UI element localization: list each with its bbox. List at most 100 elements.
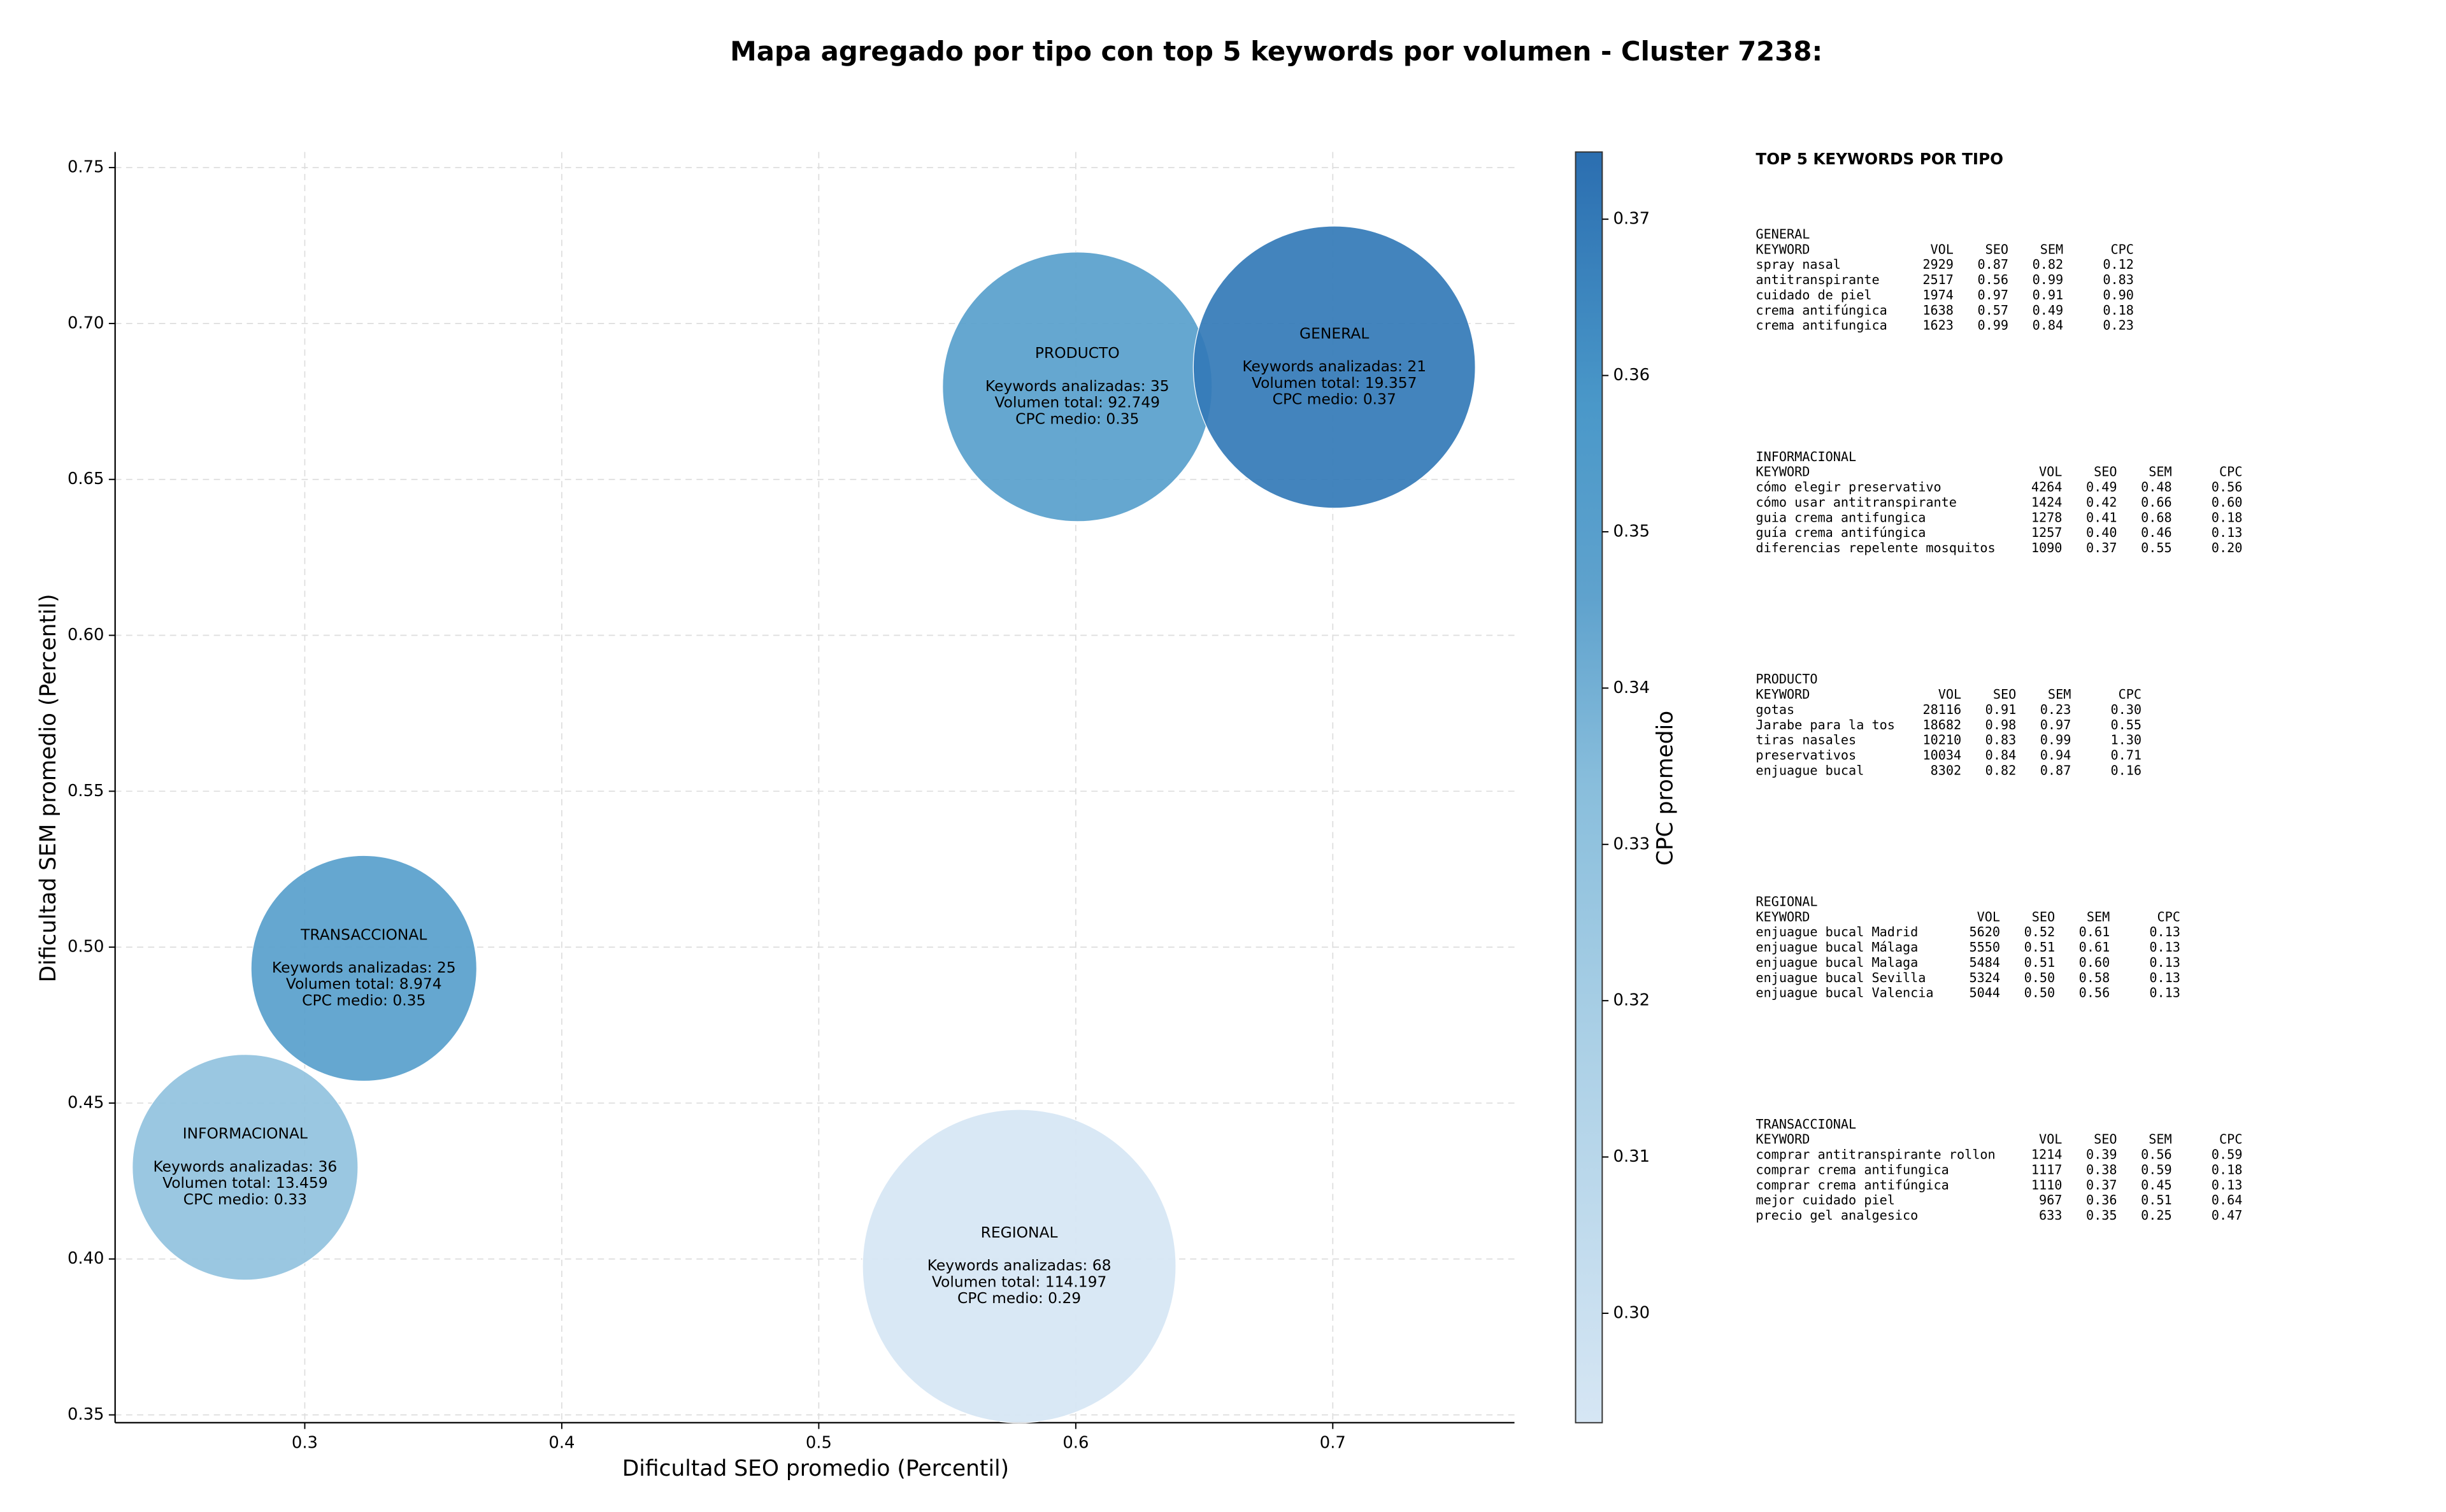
- colorbar-tick-label: 0.37: [1613, 210, 1650, 229]
- table-header: SEO: [1985, 241, 2008, 257]
- table-cell: 5620: [1969, 924, 2000, 939]
- table-cell: guía crema antifúngica: [1756, 525, 1926, 540]
- table-cell: 0.68: [2141, 510, 2172, 525]
- table-cell: comprar antitranspirante rollon: [1756, 1147, 1995, 1162]
- table-cell: tiras nasales: [1756, 732, 1856, 748]
- bubble-text: Keywords analizadas: 35: [985, 377, 1169, 395]
- table-cell: 0.51: [2024, 939, 2056, 955]
- group-name: INFORMACIONAL: [1756, 449, 1856, 464]
- table-cell: 0.18: [2103, 303, 2134, 318]
- bubble-text: Volumen total: 92.749: [995, 394, 1161, 411]
- table-header: VOL: [2039, 464, 2062, 480]
- table-cell: 1424: [2031, 494, 2063, 510]
- table-cell: enjuague bucal Málaga: [1756, 939, 1918, 955]
- table-cell: 5550: [1969, 939, 2000, 955]
- table-cell: 0.94: [2040, 748, 2071, 763]
- table-cell: comprar crema antifungica: [1756, 1162, 1949, 1177]
- table-cell: enjuague bucal Malaga: [1756, 955, 1918, 970]
- table-cell: enjuague bucal: [1756, 762, 1864, 778]
- table-cell: spray nasal: [1756, 257, 1841, 272]
- table-cell: 0.99: [2040, 732, 2071, 748]
- table-header: CPC: [2219, 464, 2242, 480]
- table-cell: 0.40: [2086, 525, 2117, 540]
- table-cell: 0.13: [2212, 1177, 2243, 1192]
- table-cell: 0.91: [2033, 287, 2064, 303]
- table-cell: precio gel analgesico: [1756, 1208, 1918, 1223]
- table-header: KEYWORD: [1756, 241, 1810, 257]
- table-cell: 0.97: [1978, 287, 2009, 303]
- table-cell: 0.13: [2149, 924, 2180, 939]
- table-cell: 0.61: [2079, 924, 2110, 939]
- table-cell: 1623: [1922, 318, 1954, 333]
- table-cell: cómo usar antitranspirante: [1756, 494, 1957, 510]
- colorbar-tick-label: 0.33: [1613, 834, 1650, 853]
- table-cell: 0.60: [2212, 494, 2243, 510]
- table-header: VOL: [1977, 909, 2000, 924]
- table-cell: 8302: [1931, 762, 1962, 778]
- table-cell: 0.56: [2079, 985, 2110, 1001]
- table-header: KEYWORD: [1756, 1132, 1810, 1147]
- table-cell: 2517: [1922, 272, 1954, 287]
- x-tick-label: 0.3: [292, 1433, 318, 1452]
- table-header: KEYWORD: [1756, 687, 1810, 702]
- table-cell: 1974: [1922, 287, 1954, 303]
- bubble: [862, 1109, 1177, 1423]
- table-cell: 0.18: [2212, 510, 2243, 525]
- y-tick-label: 0.35: [68, 1405, 104, 1424]
- table-cell: 967: [2039, 1192, 2062, 1208]
- table-cell: antitranspirante: [1756, 272, 1879, 287]
- table-cell: 0.13: [2149, 939, 2180, 955]
- bubble-text: Volumen total: 8.974: [286, 975, 442, 993]
- table-cell: 0.51: [2024, 955, 2056, 970]
- y-tick-label: 0.65: [68, 469, 104, 489]
- bubble-text: Keywords analizadas: 68: [927, 1256, 1112, 1274]
- y-tick-label: 0.50: [68, 938, 104, 957]
- table-cell: 0.23: [2103, 318, 2134, 333]
- table-cell: crema antifúngica: [1756, 303, 1887, 318]
- colorbar: [1575, 151, 1603, 1423]
- table-header: VOL: [2039, 1132, 2062, 1147]
- table-cell: cuidado de piel: [1756, 287, 1871, 303]
- table-cell: 0.59: [2141, 1162, 2172, 1177]
- table-header: VOL: [1931, 241, 1954, 257]
- table-cell: 0.51: [2141, 1192, 2172, 1208]
- y-tick-label: 0.75: [68, 158, 104, 177]
- table-cell: 0.84: [1985, 748, 2017, 763]
- y-tick-label: 0.45: [68, 1093, 104, 1112]
- table-header: CPC: [2219, 1132, 2242, 1147]
- bubble: [1192, 225, 1476, 509]
- x-tick-label: 0.6: [1062, 1433, 1089, 1452]
- colorbar-label: CPC promedio: [1653, 711, 1678, 866]
- bubble-text: Keywords analizadas: 21: [1242, 357, 1426, 375]
- table-cell: 10034: [1922, 748, 1961, 763]
- table-cell: crema antifungica: [1756, 318, 1887, 333]
- table-cell: 0.18: [2212, 1162, 2243, 1177]
- table-cell: 0.87: [2040, 762, 2071, 778]
- table-cell: 0.87: [1978, 257, 2009, 272]
- table-cell: gotas: [1756, 702, 1794, 717]
- table-cell: 1.30: [2111, 732, 2142, 748]
- colorbar-tick-label: 0.32: [1613, 991, 1650, 1010]
- table-cell: 0.37: [2086, 540, 2117, 555]
- group-name: REGIONAL: [1756, 894, 1817, 909]
- table-cell: 0.37: [2086, 1177, 2117, 1192]
- table-cell: 0.45: [2141, 1177, 2172, 1192]
- table-cell: enjuague bucal Valencia: [1756, 985, 1933, 1001]
- table-header: CPC: [2157, 909, 2180, 924]
- table-cell: mejor cuidado piel: [1756, 1192, 1894, 1208]
- table-header: KEYWORD: [1756, 909, 1810, 924]
- bubble-text: CPC medio: 0.35: [302, 992, 426, 1009]
- table-cell: enjuague bucal Madrid: [1756, 924, 1918, 939]
- table-cell: 0.58: [2079, 970, 2110, 985]
- table-cell: 18682: [1922, 717, 1961, 732]
- bubble-text: Volumen total: 13.459: [162, 1174, 328, 1192]
- bubble: [132, 1054, 359, 1281]
- table-cell: 4264: [2031, 480, 2063, 495]
- bubble-name: TRANSACCIONAL: [300, 925, 427, 943]
- table-cell: 5324: [1969, 970, 2000, 985]
- table-header: SEM: [2149, 1132, 2171, 1147]
- y-axis-label: Dificultad SEM promedio (Percentil): [36, 594, 61, 982]
- group-name: PRODUCTO: [1756, 671, 1817, 687]
- table-cell: cómo elegir preservativo: [1756, 480, 1941, 495]
